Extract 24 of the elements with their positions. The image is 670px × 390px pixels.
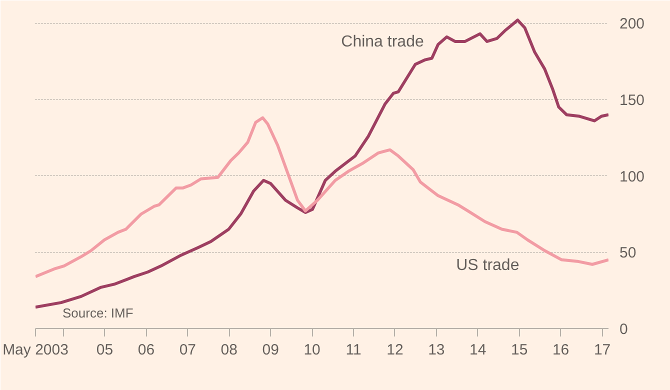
x-tick-label: 10 [304, 342, 320, 358]
y-tick-label: 200 [620, 16, 645, 33]
series-label: US trade [456, 256, 520, 274]
x-tick-label: May 2003 [2, 342, 68, 358]
series-label: China trade [341, 33, 424, 50]
x-tick-label: 09 [262, 342, 279, 358]
x-tick-label: 06 [138, 342, 155, 358]
x-tick-label: 08 [220, 342, 238, 358]
x-tick-label: 12 [386, 342, 404, 358]
y-tick-label: 150 [620, 92, 645, 109]
x-tick-label: 13 [428, 342, 445, 358]
y-tick-label: 50 [620, 244, 636, 262]
x-tick-label: 17 [594, 342, 611, 358]
annotation: Source: IMF [62, 306, 134, 320]
x-tick-label: 07 [179, 342, 196, 358]
x-tick-label: 11 [346, 342, 362, 358]
x-tick-label: 16 [552, 342, 570, 358]
x-tick-label: 14 [470, 342, 486, 358]
line-series [36, 18, 608, 309]
y-tick-label: 0 [620, 321, 628, 338]
y-tick-label: 100 [620, 168, 645, 186]
x-tick-label: 05 [96, 342, 114, 358]
line-series [36, 116, 608, 278]
x-tick-label: 15 [511, 342, 528, 358]
